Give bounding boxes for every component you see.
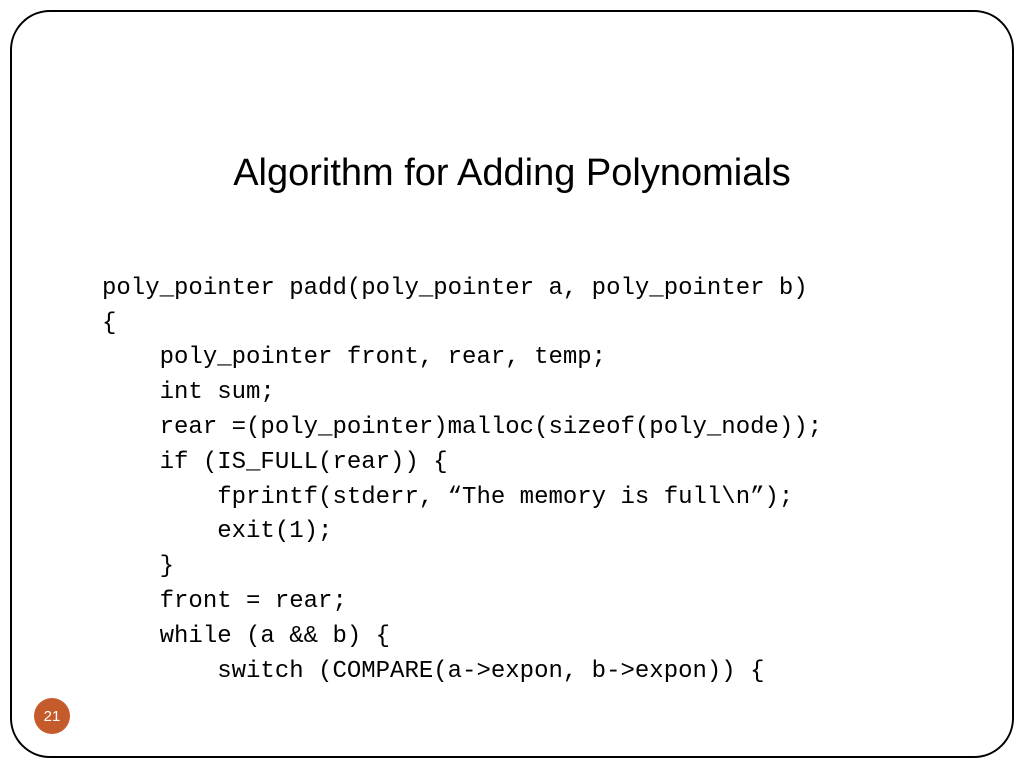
code-line: front = rear;: [102, 588, 347, 615]
code-line: while (a && b) {: [102, 623, 390, 650]
code-line: if (IS_FULL(rear)) {: [102, 449, 448, 476]
code-line: fprintf(stderr, “The memory is full\n”);: [102, 484, 793, 511]
code-line: switch (COMPARE(a->expon, b->expon)) {: [102, 658, 765, 685]
code-line: exit(1);: [102, 518, 332, 545]
page-number-badge: 21: [34, 698, 70, 734]
slide-title: Algorithm for Adding Polynomials: [12, 152, 1012, 195]
slide-frame: Algorithm for Adding Polynomials poly_po…: [10, 10, 1014, 758]
code-line: poly_pointer front, rear, temp;: [102, 344, 606, 371]
code-line: {: [102, 310, 116, 337]
code-line: }: [102, 553, 174, 580]
code-line: int sum;: [102, 379, 275, 406]
code-block: poly_pointer padd(poly_pointer a, poly_p…: [102, 237, 822, 689]
code-line: poly_pointer padd(poly_pointer a, poly_p…: [102, 275, 808, 302]
code-line: rear =(poly_pointer)malloc(sizeof(poly_n…: [102, 414, 822, 441]
